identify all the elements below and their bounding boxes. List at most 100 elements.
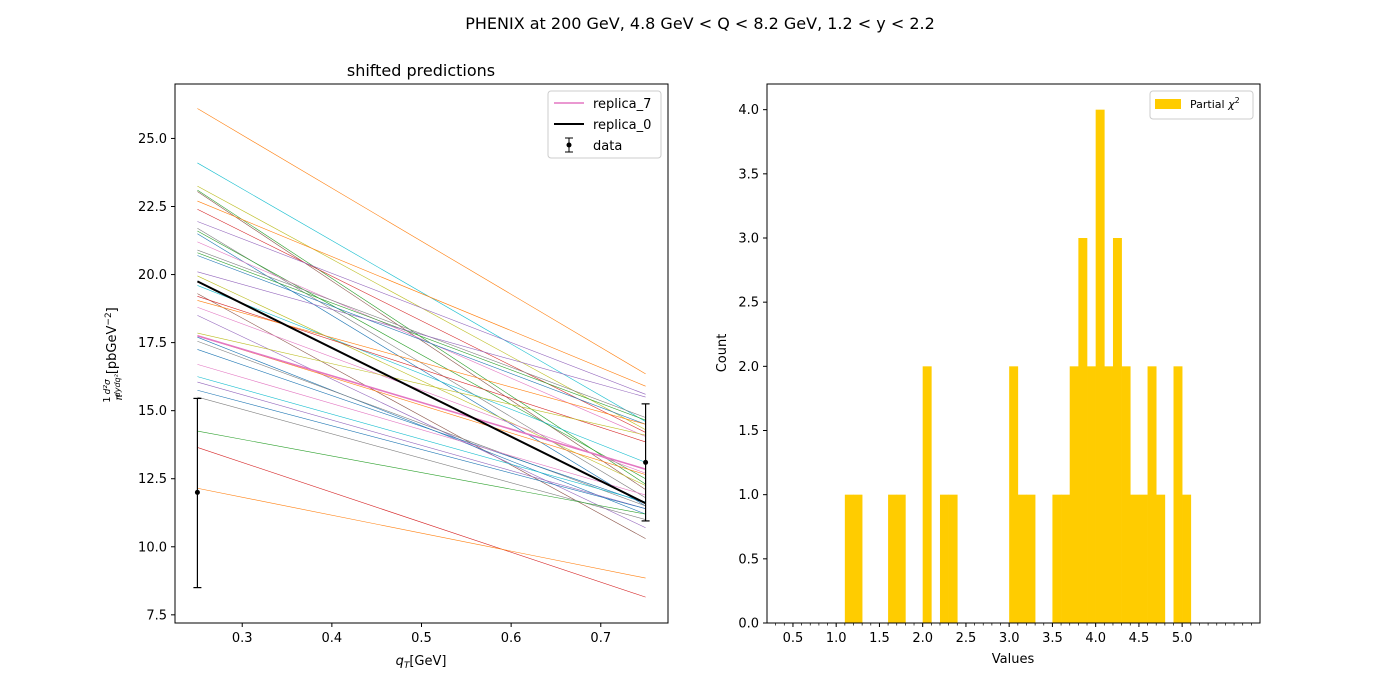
x-tick-label: 3.5 [1042, 631, 1063, 646]
histogram-bar [1095, 109, 1105, 623]
y-tick-label: 2.5 [738, 296, 759, 311]
y-tick-label: 3.5 [738, 167, 759, 182]
replica-line [197, 200, 646, 387]
replica-line [197, 228, 646, 499]
histogram-bar [853, 494, 863, 623]
series-line-replica_0 [196, 280, 647, 505]
replica-line [197, 389, 646, 509]
replica-line [197, 296, 646, 443]
replica-line [197, 340, 646, 507]
histogram-bar [844, 494, 854, 623]
replica-line [197, 335, 646, 475]
histogram-bar [888, 494, 898, 623]
replica-line [197, 293, 646, 539]
legend-partial-chi2-label: Partial χ2 [1190, 96, 1240, 111]
y-tick-label: 4.0 [738, 103, 759, 118]
y-tick-label: 0.0 [738, 617, 759, 632]
replica-line [197, 381, 646, 509]
histogram-bar [1104, 366, 1114, 623]
x-tick-label: 5.0 [1172, 631, 1193, 646]
replica-line [197, 306, 646, 474]
replica-line [197, 376, 646, 503]
histogram-bar [1026, 494, 1036, 623]
left-chart-title: shifted predictions [347, 61, 495, 80]
x-tick-label: 1.5 [869, 631, 890, 646]
x-tick-label: 0.7 [590, 631, 611, 646]
right-y-axis-label: Count [715, 334, 730, 373]
x-tick-label: 2.5 [956, 631, 977, 646]
y-tick-label: 1.0 [738, 488, 759, 503]
replica-line [197, 108, 646, 375]
replica-line [197, 447, 646, 598]
x-tick-label: 1.0 [826, 631, 847, 646]
x-tick-label: 0.5 [411, 631, 432, 646]
y-tick-label: 15.0 [138, 404, 167, 419]
replica-line [197, 230, 646, 479]
legend-replica7-label: replica_7 [593, 97, 651, 112]
histogram-bar [1138, 494, 1148, 623]
histogram-bar [1182, 494, 1192, 623]
replica-line [197, 336, 646, 515]
y-tick-label: 20.0 [138, 268, 167, 283]
histogram-bar [1130, 494, 1140, 623]
replica-line [197, 271, 646, 398]
x-tick-label: 3.0 [999, 631, 1020, 646]
legend-data-label: data [593, 139, 622, 154]
histogram-bar [939, 494, 949, 623]
x-tick-label: 0.6 [501, 631, 522, 646]
y-tick-label: 0.5 [738, 552, 759, 567]
histogram-bar [1009, 366, 1019, 623]
replica-line [197, 189, 646, 485]
y-tick-label: 1.5 [738, 424, 759, 439]
series-line-replica_7 [197, 335, 646, 470]
data-point [643, 459, 649, 465]
y-tick-label: 22.5 [138, 200, 167, 215]
histogram-bar [1121, 366, 1131, 623]
replica-line [197, 241, 646, 437]
replica-line [197, 364, 646, 496]
y-tick-label: 10.0 [138, 540, 167, 555]
left-y-axis-label: 1πd²σdydq²[pbGeV−2] [102, 307, 125, 403]
replica-line [197, 162, 646, 422]
replica-line [197, 285, 646, 463]
replica-line [197, 221, 646, 395]
histogram-bar [1087, 366, 1096, 623]
y-tick-label: 7.5 [146, 608, 167, 623]
left-legend-box [547, 90, 662, 159]
replica-line [197, 315, 646, 528]
histogram-bar [922, 366, 932, 623]
y-tick-label: 2.0 [738, 360, 759, 375]
x-tick-label: 0.4 [322, 631, 343, 646]
replica-line [197, 349, 646, 504]
x-tick-label: 2.0 [912, 631, 933, 646]
left-line-chart: shifted predictions 0.3 0.4 0.5 0.6 0.7 7.5 1… [102, 61, 669, 671]
x-tick-label: 0.3 [232, 631, 253, 646]
histogram-bar [896, 494, 906, 623]
left-x-axis-label: qT[GeV] [396, 654, 447, 671]
histogram-bar [1017, 494, 1027, 623]
replica-line [197, 255, 646, 425]
x-tick-label: 4.0 [1085, 631, 1106, 646]
left-series-group [196, 108, 647, 598]
legend-partial-chi2-swatch [1155, 99, 1181, 109]
data-point [194, 489, 200, 495]
histogram-bars-group [844, 109, 1192, 623]
right-y-ticks: 0.0 0.5 1.0 1.5 2.0 2.5 3.0 3.5 4.0 [738, 103, 767, 632]
histogram-bar [1078, 238, 1088, 623]
x-tick-label: 0.5 [783, 631, 804, 646]
left-legend: replica_7 replica_0 data [547, 90, 662, 159]
y-tick-label: 17.5 [138, 336, 167, 351]
svg-text:1πd²σdydq²[pbGeV−2]: 1πd²σdydq²[pbGeV−2] [102, 307, 125, 403]
figure-suptitle: PHENIX at 200 GeV, 4.8 GeV < Q < 8.2 GeV… [465, 14, 935, 33]
y-tick-label: 12.5 [138, 472, 167, 487]
left-x-ticks: 0.3 0.4 0.5 0.6 0.7 [232, 623, 611, 646]
right-histogram: 0.5 1.0 1.5 2.0 2.5 3.0 3.5 4.0 4.5 5.0 0.0 0.5 1.0… [715, 83, 1261, 667]
right-legend-box [1149, 90, 1254, 120]
replica-line [197, 300, 646, 425]
right-legend: Partial χ2 [1149, 90, 1254, 120]
replica-line [197, 208, 646, 433]
histogram-bar [948, 494, 958, 623]
replica-line [197, 487, 646, 579]
replica-line [197, 233, 646, 507]
